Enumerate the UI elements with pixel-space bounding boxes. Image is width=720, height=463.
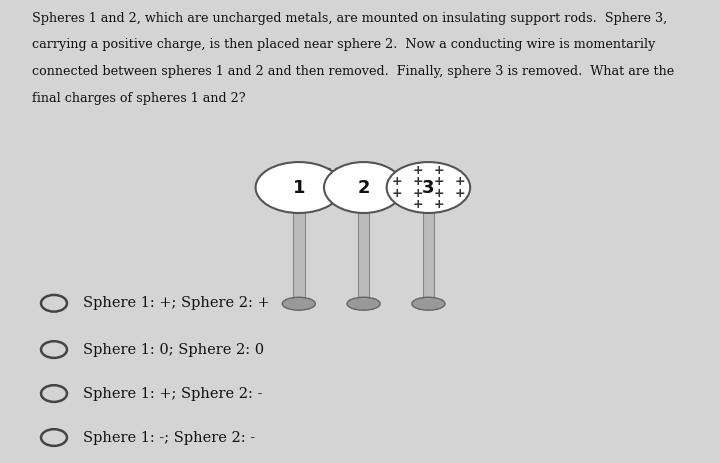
Text: Sphere 1: -; Sphere 2: -: Sphere 1: -; Sphere 2: -	[83, 431, 255, 444]
Bar	[358, 211, 369, 301]
Text: +: +	[454, 187, 465, 200]
Text: Spheres 1 and 2, which are uncharged metals, are mounted on insulating support r: Spheres 1 and 2, which are uncharged met…	[32, 12, 667, 25]
Text: Sphere 1: +; Sphere 2: -: Sphere 1: +; Sphere 2: -	[83, 387, 262, 400]
Text: +: +	[413, 187, 423, 200]
Ellipse shape	[412, 297, 445, 310]
Text: 2: 2	[357, 179, 370, 196]
Text: +: +	[413, 164, 423, 177]
Text: +: +	[454, 175, 465, 188]
Text: Sphere 1: +; Sphere 2: +: Sphere 1: +; Sphere 2: +	[83, 296, 269, 310]
Text: +: +	[413, 175, 423, 188]
Text: +: +	[433, 164, 444, 177]
Bar	[423, 211, 434, 301]
Ellipse shape	[256, 162, 342, 213]
Text: +: +	[433, 175, 444, 188]
Ellipse shape	[282, 297, 315, 310]
Text: +: +	[433, 187, 444, 200]
Text: +: +	[392, 187, 402, 200]
Text: +: +	[433, 198, 444, 211]
Ellipse shape	[387, 162, 470, 213]
Bar	[293, 211, 305, 301]
Ellipse shape	[324, 162, 403, 213]
Text: +: +	[413, 198, 423, 211]
Text: carrying a positive charge, is then placed near sphere 2.  Now a conducting wire: carrying a positive charge, is then plac…	[32, 38, 656, 51]
Text: +: +	[392, 175, 402, 188]
Ellipse shape	[347, 297, 380, 310]
Text: final charges of spheres 1 and 2?: final charges of spheres 1 and 2?	[32, 92, 246, 105]
Text: Sphere 1: 0; Sphere 2: 0: Sphere 1: 0; Sphere 2: 0	[83, 343, 264, 357]
Text: 3: 3	[422, 179, 435, 196]
Text: connected between spheres 1 and 2 and then removed.  Finally, sphere 3 is remove: connected between spheres 1 and 2 and th…	[32, 65, 675, 78]
Text: 1: 1	[292, 179, 305, 196]
